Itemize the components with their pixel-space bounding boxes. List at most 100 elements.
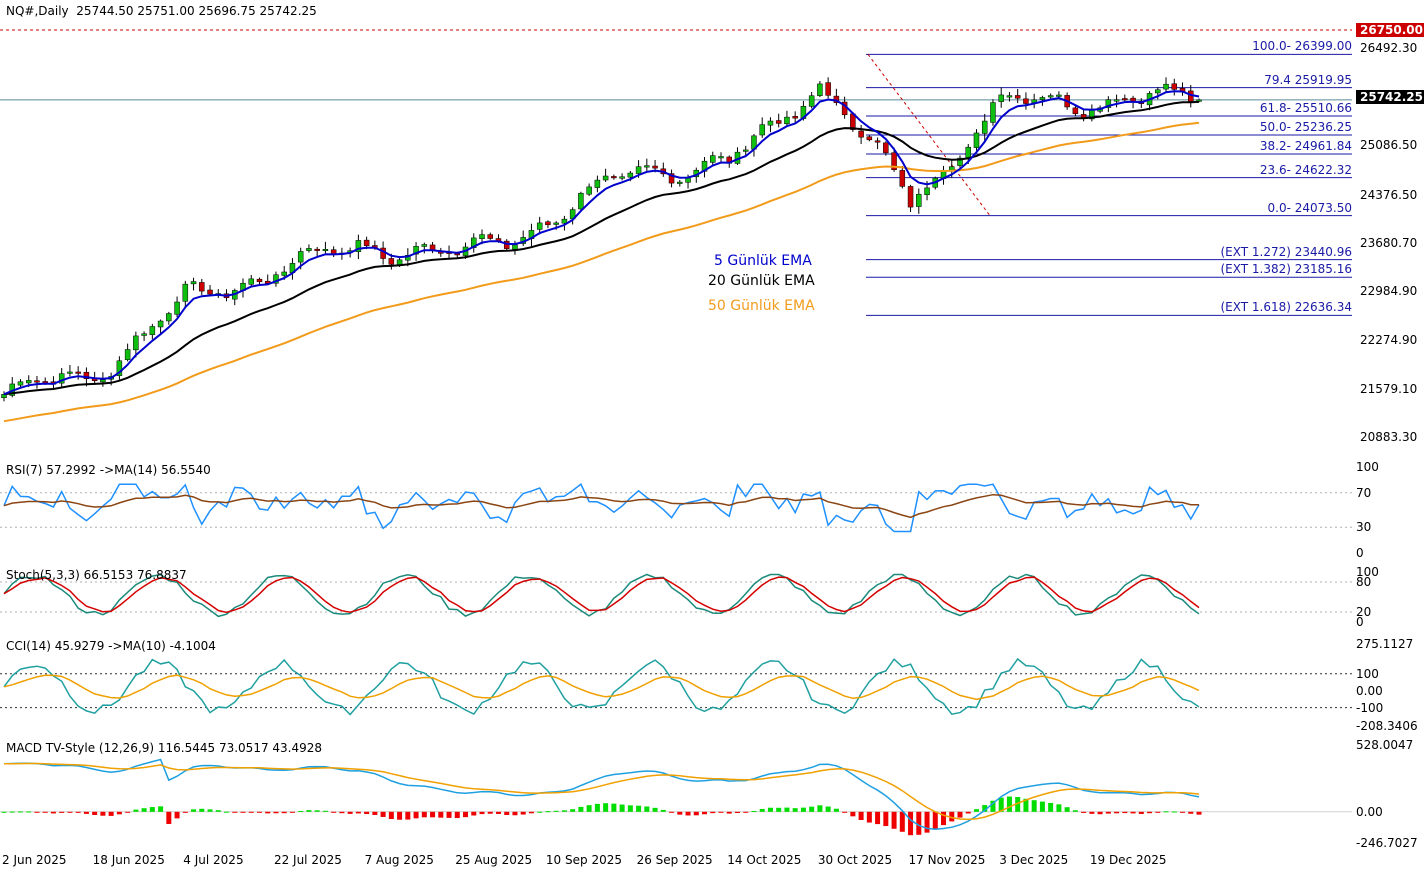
macd-histogram-bar xyxy=(314,810,320,812)
macd-histogram-bar xyxy=(281,811,287,814)
rsi-ma-line xyxy=(3,493,1199,519)
macd-histogram-bar xyxy=(273,811,279,814)
current-price-tag: 25742.25 xyxy=(1356,90,1424,104)
candle-body xyxy=(190,281,197,285)
macd-histogram-bar xyxy=(1031,800,1037,812)
candle-body xyxy=(759,124,765,136)
macd-histogram-bar xyxy=(1081,811,1087,813)
macd-histogram-bar xyxy=(842,811,848,813)
legend-ema5: 5 Günlük EMA xyxy=(714,253,812,269)
candle-body xyxy=(742,149,749,152)
candle-body xyxy=(388,258,395,265)
stoch-axis-label: 0 xyxy=(1356,615,1364,629)
candle-body xyxy=(248,278,254,285)
ema50-line xyxy=(3,121,1200,423)
candle-body xyxy=(1113,99,1120,102)
macd-signal-line xyxy=(4,762,1200,821)
macd-histogram-bar xyxy=(430,811,436,818)
macd-histogram-bar xyxy=(158,806,164,812)
candle-body xyxy=(149,326,156,335)
rsi-axis-label: 0 xyxy=(1356,546,1364,560)
macd-histogram-bar xyxy=(809,806,815,812)
candle-body xyxy=(949,166,955,171)
macd-histogram-bar xyxy=(265,811,271,814)
candle-body xyxy=(174,301,180,315)
candle-body xyxy=(1023,98,1029,104)
macd-histogram-bar xyxy=(1097,811,1103,815)
candle-body xyxy=(1196,99,1202,102)
candle-body xyxy=(784,116,790,125)
macd-histogram-bar xyxy=(413,811,419,819)
macd-histogram-bar xyxy=(932,811,938,830)
candle-body xyxy=(58,373,65,384)
macd-histogram-bar xyxy=(767,807,773,812)
candle-body xyxy=(916,193,922,207)
macd-histogram-bar xyxy=(50,811,56,814)
macd-histogram-bar xyxy=(1072,810,1078,812)
candle-body xyxy=(981,120,988,134)
macd-histogram-bar xyxy=(331,811,337,813)
candle-body xyxy=(907,186,914,208)
candle-body xyxy=(75,371,81,374)
macd-histogram-bar xyxy=(998,797,1004,812)
candle-body xyxy=(586,186,592,195)
macd-histogram-bar xyxy=(850,811,856,817)
macd-histogram-bar xyxy=(1163,811,1169,813)
candle-body xyxy=(858,130,864,138)
candle-body xyxy=(363,239,370,246)
macd-histogram-bar xyxy=(92,811,98,815)
candle-body xyxy=(1122,98,1128,101)
macd-histogram-bar xyxy=(207,809,213,812)
macd-axis-label: 528.0047 xyxy=(1356,738,1414,752)
price-axis-label: 21579.10 xyxy=(1360,381,1418,396)
macd-histogram-bar xyxy=(355,811,361,814)
candle-body xyxy=(792,116,798,119)
macd-title: MACD TV-Style (12,26,9) 116.5445 73.0517… xyxy=(6,741,323,755)
rsi-line xyxy=(3,483,1200,533)
macd-histogram-bar xyxy=(875,811,881,825)
candle-body xyxy=(602,175,609,181)
stoch-d-line xyxy=(3,576,1200,614)
ema20-line xyxy=(3,100,1200,396)
candle-body xyxy=(133,335,139,351)
candle-body xyxy=(67,371,73,374)
macd-histogram-bar xyxy=(800,807,806,812)
macd-histogram-bar xyxy=(578,806,584,812)
rsi-axis-label: 100 xyxy=(1356,460,1379,474)
macd-histogram-bar xyxy=(116,811,122,815)
candle-body xyxy=(775,120,782,124)
macd-histogram-bar xyxy=(438,811,444,818)
date-axis-label: 3 Dec 2025 xyxy=(999,853,1069,867)
macd-histogram-bar xyxy=(182,811,188,813)
date-axis-label: 22 Jul 2025 xyxy=(273,853,342,867)
date-axis-label: 30 Oct 2025 xyxy=(817,853,893,867)
macd-histogram-bar xyxy=(17,811,23,813)
macd-histogram-bar xyxy=(388,811,394,820)
macd-histogram-bar xyxy=(685,811,691,816)
macd-histogram-bar xyxy=(100,811,106,816)
date-axis-label: 18 Jun 2025 xyxy=(92,853,165,867)
cci-axis-label: 275.1127 xyxy=(1356,637,1414,651)
macd-histogram-bar xyxy=(224,811,230,813)
macd-histogram-bar xyxy=(1023,798,1029,812)
macd-histogram-bar xyxy=(75,811,81,813)
date-axis-label: 7 Aug 2025 xyxy=(364,853,434,867)
candle-body xyxy=(1188,90,1194,102)
date-axis-label: 2 Jun 2025 xyxy=(2,853,67,867)
candle-body xyxy=(124,349,131,360)
fib-label: 79.4 25919.95 xyxy=(1264,72,1352,87)
macd-histogram-bar xyxy=(306,810,312,812)
legend-ema50: 50 Günlük EMA xyxy=(708,298,815,314)
candle-body xyxy=(182,283,189,302)
rsi-axis-label: 30 xyxy=(1356,520,1372,535)
macd-histogram-bar xyxy=(718,811,724,813)
candle-body xyxy=(1155,89,1161,94)
macd-histogram-bar xyxy=(289,811,295,813)
macd-histogram-bar xyxy=(174,811,180,819)
macd-axis-label: 0.00 xyxy=(1356,804,1383,819)
candle-body xyxy=(421,244,428,247)
macd-histogram-bar xyxy=(248,811,254,813)
macd-histogram-bar xyxy=(792,808,798,812)
candle-body xyxy=(553,222,559,225)
